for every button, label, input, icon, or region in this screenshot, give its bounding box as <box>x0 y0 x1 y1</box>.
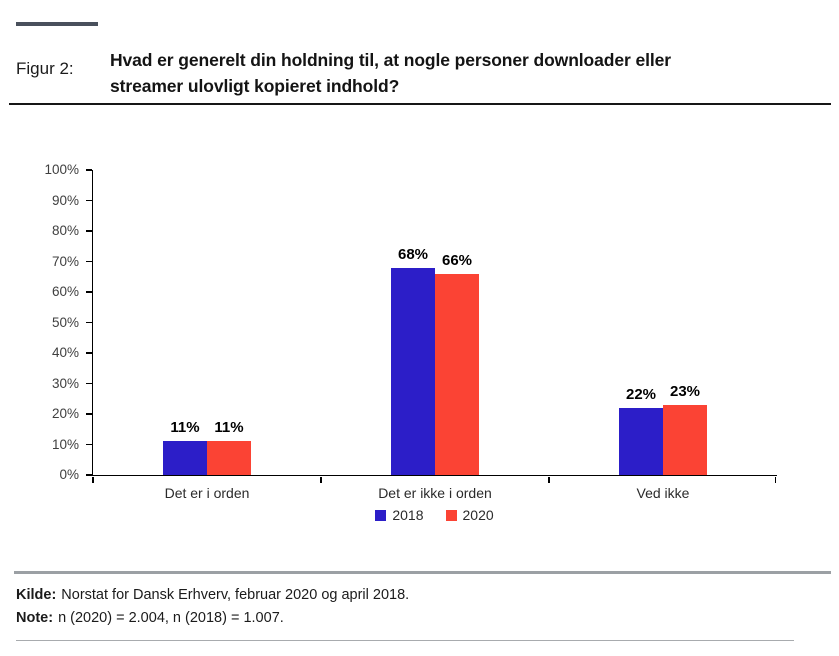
legend-swatch <box>375 509 387 521</box>
legend-swatch <box>445 509 457 521</box>
y-axis-tick-label: 80% <box>51 223 79 238</box>
y-axis-tick <box>85 321 92 324</box>
bar-value-label: 23% <box>669 382 701 400</box>
legend-label: 2018 <box>392 507 424 523</box>
y-axis-tick <box>85 413 92 415</box>
footer-divider-bottom <box>16 640 794 641</box>
bar-2020 <box>435 273 479 475</box>
x-axis-tick <box>92 476 94 483</box>
y-axis-tick-label: 20% <box>51 406 79 421</box>
bar-value-label: 22% <box>625 385 657 403</box>
y-axis-tick <box>85 382 92 385</box>
x-axis-tick <box>774 476 777 483</box>
y-axis-tick-label: 50% <box>51 314 79 330</box>
legend-label: 2020 <box>462 507 494 523</box>
source-line: Kilde: Norstat for Dansk Erhverv, februar… <box>16 585 409 606</box>
y-axis-tick <box>85 352 92 354</box>
category-label: Ved ikke <box>636 485 690 501</box>
note-text: n (2020) = 2.004, n (2018) = 1.007. <box>58 610 284 626</box>
y-axis-tick-label: 30% <box>51 375 79 391</box>
bar-value-label: 11% <box>170 419 200 437</box>
figure-label: Figur 2: <box>16 59 74 78</box>
y-axis-tick-label: 0% <box>59 467 79 482</box>
source-label: Kilde: <box>16 587 57 603</box>
y-axis-tick-label: 90% <box>51 192 79 208</box>
bar-2020 <box>207 441 251 475</box>
y-axis-tick <box>85 443 92 446</box>
y-axis-tick-label: 100% <box>44 162 79 177</box>
y-axis-tick <box>85 291 92 293</box>
bar-2020 <box>663 404 707 475</box>
bar-value-label: 11% <box>214 419 244 437</box>
bar-2018 <box>619 407 663 475</box>
header-accent-bar <box>16 22 98 26</box>
y-axis-tick-label: 70% <box>51 253 79 269</box>
category-label: Det er i orden <box>164 485 250 501</box>
y-axis-tick <box>85 169 92 171</box>
y-axis-tick-label: 10% <box>51 436 79 452</box>
source-text: Norstat for Dansk Erhverv, februar 2020 … <box>61 587 410 603</box>
figure-title: Hvad er generelt din holdning til, at no… <box>110 50 671 96</box>
x-axis-tick <box>320 476 322 483</box>
y-axis-tick-label: 40% <box>51 345 79 360</box>
category-label: Det er ikke i orden <box>378 485 492 501</box>
note-label: Note: <box>16 610 54 626</box>
plot-area: 0% 10% 20% 30% 40% 50% 60% 70% 80% 90% 100% Det er … <box>44 162 777 501</box>
legend-item: 2020 <box>445 507 494 523</box>
bar-2018 <box>163 441 207 475</box>
header-divider <box>9 103 831 105</box>
footer-divider-top <box>14 571 831 574</box>
bar-value-label: 68% <box>397 245 429 263</box>
bar-2018 <box>391 267 435 475</box>
y-axis-tick <box>85 260 92 263</box>
y-axis-tick <box>85 474 92 476</box>
bar-value-label: 66% <box>441 251 473 269</box>
y-axis-tick <box>85 199 92 202</box>
legend-item: 2018 <box>375 507 424 523</box>
note-line: Note: n (2020) = 2.004, n (2018) = 1.007. <box>16 608 284 629</box>
legend: 2018 2020 <box>92 507 777 523</box>
y-axis-tick-label: 60% <box>51 284 79 299</box>
x-axis-tick <box>548 476 550 483</box>
y-axis-tick <box>85 230 92 232</box>
